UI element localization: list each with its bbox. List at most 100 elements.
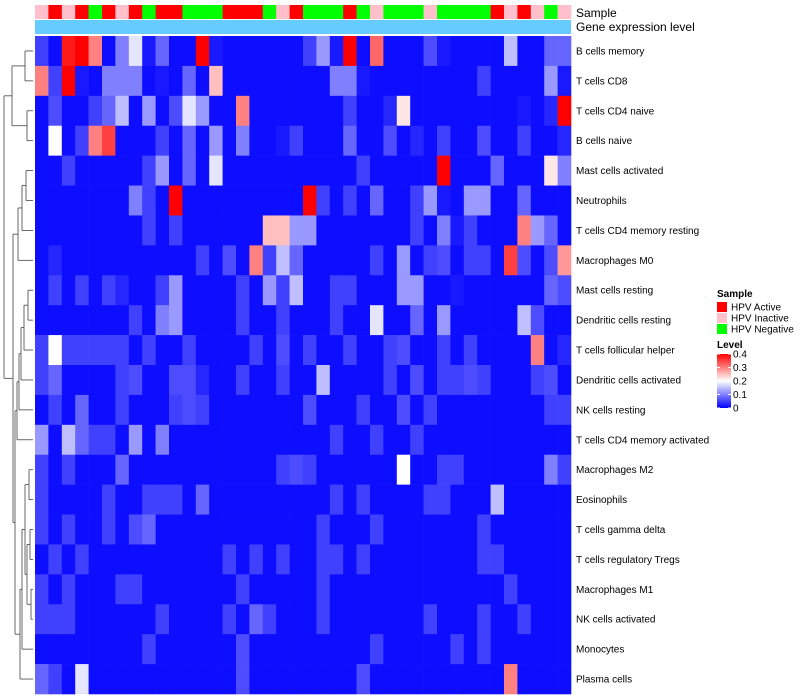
heatmap-cell [249,544,264,575]
heatmap-cell [195,634,210,665]
heatmap-cell [61,275,76,306]
heatmap-cell [249,155,264,186]
heatmap-cell [169,604,183,635]
heatmap-cell [169,245,183,276]
heatmap-cell [343,245,357,276]
heatmap-cell [249,365,264,396]
heatmap-cell [504,95,518,127]
row-label: B cells memory [576,46,644,57]
heatmap-cell [437,394,451,426]
heatmap-cell [410,215,424,246]
heatmap-cell [396,454,411,485]
sample-annotation-cell [329,5,344,19]
heatmap-cell [383,424,398,456]
heatmap-cell [356,65,371,97]
heatmap-cell [329,335,344,366]
heatmap-cell [142,365,156,396]
heatmap-cell [437,305,451,336]
heatmap-cell [182,365,197,396]
heatmap-cell [423,574,438,605]
heatmap-cell [222,335,237,366]
heatmap-cell [530,95,545,127]
heatmap-cell [383,95,398,127]
heatmap-cell [115,424,130,456]
heatmap-cell [383,634,398,665]
heatmap-cell [128,394,143,426]
heatmap-cell [75,65,89,97]
heatmap-cell [410,305,424,336]
heatmap-cell [530,125,545,156]
heatmap-cell [410,604,424,635]
heatmap-cell [437,275,451,306]
heatmap-cell [289,125,304,156]
heatmap-cell [195,95,210,127]
heatmap-cell [557,484,572,515]
heatmap-cell [437,604,451,635]
heatmap-cell [450,394,465,426]
heatmap-cell [517,544,532,575]
heatmap-cell [75,305,89,336]
heatmap-cell [75,245,89,276]
heatmap-cell [450,125,465,156]
heatmap-cell [35,574,49,605]
heatmap-cell [155,664,170,695]
heatmap-cell [209,275,223,306]
heatmap-cell [222,664,237,695]
sample-annotation-cell [370,5,384,19]
level-tick-label: 0.3 [733,363,747,374]
heatmap-cell [370,36,384,67]
heatmap-cell [557,185,572,216]
heatmap-cell [343,484,357,515]
heatmap-cell [557,604,572,635]
heatmap-cell [209,454,223,485]
heatmap-cell [450,95,465,127]
heatmap-cell [396,185,411,216]
heatmap-cell [115,484,130,515]
heatmap-cell [115,394,130,426]
heatmap-cell [61,634,76,665]
heatmap-cell [276,394,290,426]
heatmap-cell [423,65,438,97]
heatmap-cell [396,514,411,545]
heatmap-cell [222,514,237,545]
heatmap-cell [329,185,344,216]
heatmap-cell [329,36,344,67]
heatmap-cell [75,185,89,216]
heatmap-cell [410,454,424,485]
heatmap-cell [423,514,438,545]
heatmap-cell [115,185,130,216]
heatmap-cell [222,275,237,306]
heatmap-cell [370,664,384,695]
heatmap-cell [195,36,210,67]
heatmap-cell [530,424,545,456]
heatmap-cell [115,125,130,156]
heatmap-cell [477,65,491,97]
heatmap-cell [182,155,197,186]
heatmap-cell [329,365,344,396]
heatmap-cell [450,454,465,485]
heatmap-cell [557,544,572,575]
heatmap-cell [450,574,465,605]
heatmap-cell [249,454,264,485]
level-tick-label: 0.4 [733,350,747,361]
heatmap-cell [530,65,545,97]
sample-annotation-cell [383,5,398,19]
heatmap-cell [356,514,371,545]
heatmap-cell [437,155,451,186]
heatmap-cell [276,424,290,456]
heatmap-cell [437,95,451,127]
heatmap-cell [195,454,210,485]
heatmap-cell [142,245,156,276]
heatmap-cell [490,544,505,575]
heatmap-cell [128,454,143,485]
heatmap-cell [356,574,371,605]
heatmap-cell [128,335,143,366]
heatmap-cell [504,185,518,216]
heatmap-cell [370,185,384,216]
heatmap-cell [249,604,264,635]
heatmap-cell [557,394,572,426]
heatmap-cell [61,365,76,396]
heatmap-cell [169,155,183,186]
heatmap-cell [209,215,223,246]
heatmap-cell [102,424,116,456]
